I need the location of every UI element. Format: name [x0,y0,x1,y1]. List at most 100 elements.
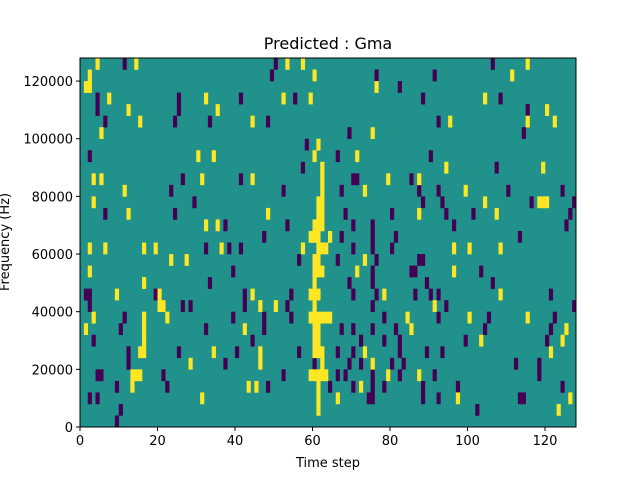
heatmap-cell-low [289,311,294,324]
heatmap-cell-high [273,300,278,312]
heatmap-cell-high [324,242,329,255]
heatmap-cell-low [370,265,375,278]
heatmap-cell-high [328,311,333,324]
heatmap-cell-high [87,242,92,255]
heatmap-cell-high [126,207,131,220]
heatmap-cell-low [180,173,185,186]
heatmap-cell-high [316,219,321,232]
heatmap-cell-high [281,92,286,105]
heatmap-cell-low [262,323,267,336]
heatmap-cell-high [370,357,375,370]
heatmap-cell-low [490,277,495,289]
heatmap-cell-low [169,184,174,197]
heatmap-cell-high [142,242,147,255]
x-tick-label: 40 [227,434,244,449]
heatmap-cell-low [517,392,523,405]
heatmap-cell-low [273,58,278,70]
heatmap-cell-low [304,138,309,151]
heatmap-cell-low [494,161,499,174]
x-tick-label: 20 [149,434,166,449]
y-tick-label: 20000 [32,363,73,378]
heatmap-cell-low [118,323,123,336]
heatmap-cell-low [421,196,426,209]
heatmap-cell-low [463,334,468,347]
heatmap-cell-low [266,115,271,128]
heatmap-cell-high [254,380,259,393]
heatmap-cell-low [514,357,519,370]
heatmap-cell-high [324,311,329,324]
heatmap-cell-low [444,300,449,312]
heatmap-cell-high [196,150,201,163]
heatmap-cell-high [316,254,321,266]
heatmap-cell-low [370,300,375,312]
heatmap-cell-high [130,380,135,393]
heatmap-cell-low [560,184,565,197]
heatmap-cell-high [316,346,321,359]
heatmap-cell-low [335,369,340,382]
heatmap-cell-high [409,323,414,336]
heatmap-cell-high [142,346,147,359]
heatmap-cell-high [138,115,143,128]
heatmap-cell-high [316,138,321,151]
heatmap-cell-high [308,230,313,243]
heatmap-cell-high [320,357,325,370]
heatmap-cell-high [169,254,174,266]
heatmap-cell-high [552,115,557,128]
heatmap-cell-low [436,311,441,324]
heatmap-cell-high [463,184,468,197]
heatmap-cell-low [374,288,379,301]
heatmap-cell-high [316,403,321,416]
heatmap-cell-low [87,150,92,163]
heatmap-cell-high [312,69,317,82]
heatmap-cell-high [320,207,325,220]
heatmap-cell-high [498,288,503,301]
heatmap-cell-high [165,311,170,324]
heatmap-cell-low [289,288,294,301]
heatmap-cell-low [370,277,375,289]
heatmap-cell-low [95,392,100,405]
heatmap-cell-low [99,369,104,382]
heatmap-cell-low [285,300,290,312]
heatmap-cell-high [312,346,317,359]
heatmap-cell-high [432,300,437,312]
heatmap-cell-high [312,150,317,163]
heatmap-cell-high [87,81,92,93]
heatmap-cell-low [173,115,178,128]
heatmap-cell-high [417,207,422,220]
heatmap-cell-high [455,392,461,405]
heatmap-cell-low [475,403,480,416]
heatmap-cell-low [424,346,430,359]
heatmap-cell-low [95,104,100,116]
heatmap-cell-high [483,196,488,209]
heatmap-cell-low [436,288,441,301]
heatmap-cell-high [316,369,321,382]
heatmap-cell-low [153,288,158,301]
heatmap-cell-high [320,219,325,232]
heatmap-cell-high [219,242,224,255]
heatmap-cell-high [142,334,147,347]
heatmap-cell-low [424,277,430,289]
heatmap-cell-low [572,196,577,209]
heatmap-cell-low [545,334,550,347]
heatmap-cell-low [370,242,375,255]
heatmap-cell-low [223,219,228,232]
heatmap-cell-high [386,369,391,382]
heatmap-cell-low [568,207,573,220]
heatmap-cell-low [521,127,526,140]
heatmap-cell-high [242,323,247,336]
heatmap-cell-high [215,219,220,232]
heatmap-cell-low [207,277,213,289]
y-axis: 0 20000 40000 60000 80000 100000 120000 [23,75,80,436]
heatmap-cell-high [87,265,92,278]
heatmap-cell-low [238,173,244,186]
heatmap-cell-low [250,334,255,347]
heatmap-cell-low [269,69,275,82]
heatmap-cell-high [91,196,96,209]
y-tick-label: 0 [65,421,73,436]
heatmap-cell-high [266,207,271,220]
heatmap-cell-high [312,254,317,266]
heatmap-cell-high [382,288,387,301]
heatmap-cell-low [161,369,166,382]
heatmap-cell-high [211,150,216,163]
